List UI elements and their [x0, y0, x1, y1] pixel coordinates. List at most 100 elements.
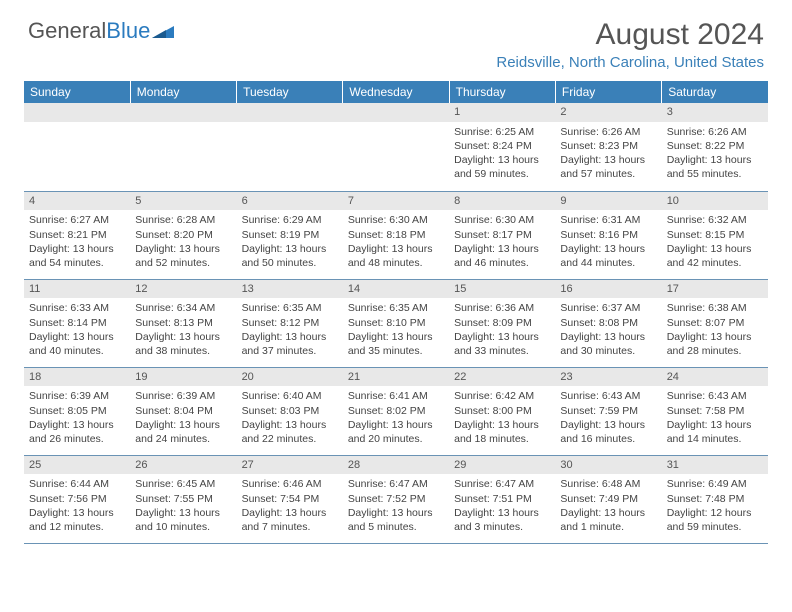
daynum-empty	[130, 103, 236, 122]
calendar-cell: 30Sunrise: 6:48 AMSunset: 7:49 PMDayligh…	[555, 455, 661, 543]
day-number: 5	[130, 192, 236, 211]
calendar-cell: 22Sunrise: 6:42 AMSunset: 8:00 PMDayligh…	[449, 367, 555, 455]
weekday-header: Tuesday	[237, 81, 343, 103]
day-details: Sunrise: 6:48 AMSunset: 7:49 PMDaylight:…	[555, 474, 661, 536]
calendar-cell: 27Sunrise: 6:46 AMSunset: 7:54 PMDayligh…	[237, 455, 343, 543]
day-number: 2	[555, 103, 661, 122]
day-number: 19	[130, 368, 236, 387]
day-details: Sunrise: 6:39 AMSunset: 8:04 PMDaylight:…	[130, 386, 236, 448]
calendar-cell	[237, 103, 343, 191]
weekday-header: Friday	[555, 81, 661, 103]
day-number: 9	[555, 192, 661, 211]
day-details: Sunrise: 6:47 AMSunset: 7:51 PMDaylight:…	[449, 474, 555, 536]
day-number: 7	[343, 192, 449, 211]
calendar-row: 4Sunrise: 6:27 AMSunset: 8:21 PMDaylight…	[24, 191, 768, 279]
brand-triangle-icon	[152, 18, 174, 44]
day-number: 23	[555, 368, 661, 387]
calendar-cell: 31Sunrise: 6:49 AMSunset: 7:48 PMDayligh…	[662, 455, 768, 543]
day-number: 15	[449, 280, 555, 299]
day-number: 28	[343, 456, 449, 475]
calendar-cell: 15Sunrise: 6:36 AMSunset: 8:09 PMDayligh…	[449, 279, 555, 367]
calendar-cell: 19Sunrise: 6:39 AMSunset: 8:04 PMDayligh…	[130, 367, 236, 455]
day-number: 4	[24, 192, 130, 211]
weekday-header: Monday	[130, 81, 236, 103]
calendar-body: 1Sunrise: 6:25 AMSunset: 8:24 PMDaylight…	[24, 103, 768, 543]
title-block: August 2024 Reidsville, North Carolina, …	[496, 18, 764, 71]
day-details: Sunrise: 6:45 AMSunset: 7:55 PMDaylight:…	[130, 474, 236, 536]
weekday-header: Sunday	[24, 81, 130, 103]
calendar-cell: 25Sunrise: 6:44 AMSunset: 7:56 PMDayligh…	[24, 455, 130, 543]
location-subtitle: Reidsville, North Carolina, United State…	[496, 54, 764, 71]
day-number: 11	[24, 280, 130, 299]
calendar-cell: 20Sunrise: 6:40 AMSunset: 8:03 PMDayligh…	[237, 367, 343, 455]
calendar-cell: 24Sunrise: 6:43 AMSunset: 7:58 PMDayligh…	[662, 367, 768, 455]
weekday-header: Wednesday	[343, 81, 449, 103]
day-number: 30	[555, 456, 661, 475]
day-details: Sunrise: 6:29 AMSunset: 8:19 PMDaylight:…	[237, 210, 343, 272]
day-details: Sunrise: 6:47 AMSunset: 7:52 PMDaylight:…	[343, 474, 449, 536]
day-details: Sunrise: 6:49 AMSunset: 7:48 PMDaylight:…	[662, 474, 768, 536]
calendar-cell	[343, 103, 449, 191]
day-details: Sunrise: 6:44 AMSunset: 7:56 PMDaylight:…	[24, 474, 130, 536]
day-details: Sunrise: 6:43 AMSunset: 7:58 PMDaylight:…	[662, 386, 768, 448]
brand-part1: General	[28, 18, 106, 44]
day-details: Sunrise: 6:27 AMSunset: 8:21 PMDaylight:…	[24, 210, 130, 272]
day-details: Sunrise: 6:35 AMSunset: 8:10 PMDaylight:…	[343, 298, 449, 360]
calendar-cell	[130, 103, 236, 191]
day-number: 21	[343, 368, 449, 387]
calendar-cell: 18Sunrise: 6:39 AMSunset: 8:05 PMDayligh…	[24, 367, 130, 455]
day-details: Sunrise: 6:46 AMSunset: 7:54 PMDaylight:…	[237, 474, 343, 536]
calendar-cell: 29Sunrise: 6:47 AMSunset: 7:51 PMDayligh…	[449, 455, 555, 543]
day-details: Sunrise: 6:28 AMSunset: 8:20 PMDaylight:…	[130, 210, 236, 272]
day-details: Sunrise: 6:30 AMSunset: 8:18 PMDaylight:…	[343, 210, 449, 272]
calendar-cell: 5Sunrise: 6:28 AMSunset: 8:20 PMDaylight…	[130, 191, 236, 279]
calendar-row: 25Sunrise: 6:44 AMSunset: 7:56 PMDayligh…	[24, 455, 768, 543]
calendar-cell: 1Sunrise: 6:25 AMSunset: 8:24 PMDaylight…	[449, 103, 555, 191]
day-number: 27	[237, 456, 343, 475]
day-details: Sunrise: 6:36 AMSunset: 8:09 PMDaylight:…	[449, 298, 555, 360]
calendar-row: 11Sunrise: 6:33 AMSunset: 8:14 PMDayligh…	[24, 279, 768, 367]
day-number: 3	[662, 103, 768, 122]
day-details: Sunrise: 6:37 AMSunset: 8:08 PMDaylight:…	[555, 298, 661, 360]
calendar-cell: 10Sunrise: 6:32 AMSunset: 8:15 PMDayligh…	[662, 191, 768, 279]
day-number: 10	[662, 192, 768, 211]
day-number: 16	[555, 280, 661, 299]
day-details: Sunrise: 6:32 AMSunset: 8:15 PMDaylight:…	[662, 210, 768, 272]
calendar-cell: 26Sunrise: 6:45 AMSunset: 7:55 PMDayligh…	[130, 455, 236, 543]
day-details: Sunrise: 6:33 AMSunset: 8:14 PMDaylight:…	[24, 298, 130, 360]
day-details: Sunrise: 6:43 AMSunset: 7:59 PMDaylight:…	[555, 386, 661, 448]
day-number: 26	[130, 456, 236, 475]
day-number: 17	[662, 280, 768, 299]
day-number: 29	[449, 456, 555, 475]
calendar-cell: 14Sunrise: 6:35 AMSunset: 8:10 PMDayligh…	[343, 279, 449, 367]
calendar-cell: 9Sunrise: 6:31 AMSunset: 8:16 PMDaylight…	[555, 191, 661, 279]
brand-part2: Blue	[106, 18, 150, 44]
calendar-cell: 6Sunrise: 6:29 AMSunset: 8:19 PMDaylight…	[237, 191, 343, 279]
day-details: Sunrise: 6:26 AMSunset: 8:22 PMDaylight:…	[662, 122, 768, 184]
day-details: Sunrise: 6:41 AMSunset: 8:02 PMDaylight:…	[343, 386, 449, 448]
day-details: Sunrise: 6:38 AMSunset: 8:07 PMDaylight:…	[662, 298, 768, 360]
brand-logo: GeneralBlue	[28, 18, 174, 44]
day-details: Sunrise: 6:30 AMSunset: 8:17 PMDaylight:…	[449, 210, 555, 272]
calendar-cell: 23Sunrise: 6:43 AMSunset: 7:59 PMDayligh…	[555, 367, 661, 455]
day-details: Sunrise: 6:39 AMSunset: 8:05 PMDaylight:…	[24, 386, 130, 448]
day-number: 12	[130, 280, 236, 299]
calendar-table: Sunday Monday Tuesday Wednesday Thursday…	[24, 81, 768, 544]
daynum-empty	[24, 103, 130, 122]
calendar-cell: 13Sunrise: 6:35 AMSunset: 8:12 PMDayligh…	[237, 279, 343, 367]
day-details: Sunrise: 6:35 AMSunset: 8:12 PMDaylight:…	[237, 298, 343, 360]
day-details: Sunrise: 6:25 AMSunset: 8:24 PMDaylight:…	[449, 122, 555, 184]
day-number: 25	[24, 456, 130, 475]
weekday-header: Saturday	[662, 81, 768, 103]
daynum-empty	[237, 103, 343, 122]
day-number: 6	[237, 192, 343, 211]
day-number: 8	[449, 192, 555, 211]
page-header: GeneralBlue August 2024 Reidsville, Nort…	[0, 0, 792, 77]
calendar-cell: 7Sunrise: 6:30 AMSunset: 8:18 PMDaylight…	[343, 191, 449, 279]
daynum-empty	[343, 103, 449, 122]
calendar-cell: 4Sunrise: 6:27 AMSunset: 8:21 PMDaylight…	[24, 191, 130, 279]
day-number: 13	[237, 280, 343, 299]
calendar-cell: 8Sunrise: 6:30 AMSunset: 8:17 PMDaylight…	[449, 191, 555, 279]
day-details: Sunrise: 6:31 AMSunset: 8:16 PMDaylight:…	[555, 210, 661, 272]
calendar-cell: 12Sunrise: 6:34 AMSunset: 8:13 PMDayligh…	[130, 279, 236, 367]
